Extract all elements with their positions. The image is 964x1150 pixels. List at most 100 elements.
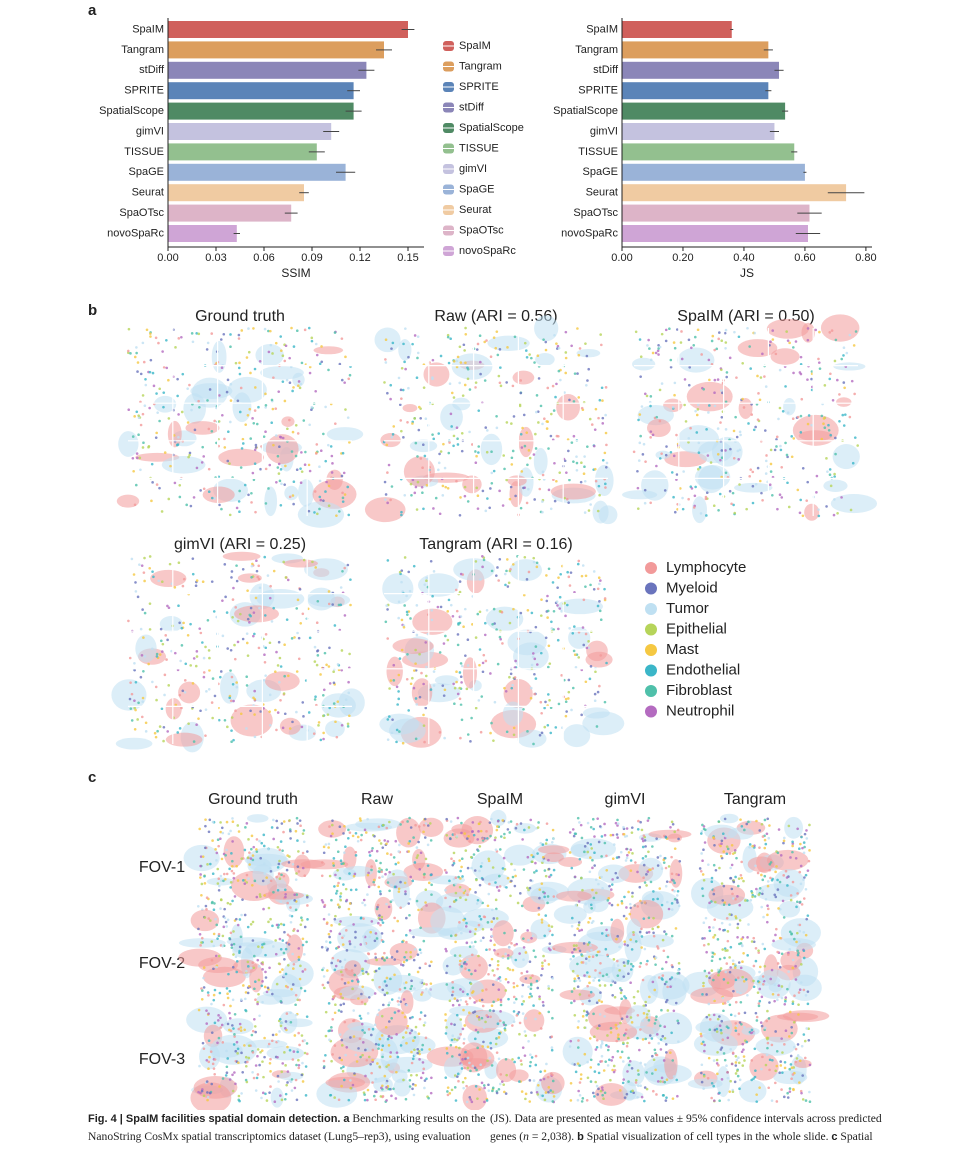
cell-dot xyxy=(219,338,223,341)
cell-dot xyxy=(728,489,732,493)
cell-dot xyxy=(586,821,590,825)
cell-dot xyxy=(332,681,336,685)
cell-dot xyxy=(412,1039,415,1043)
cell-dot xyxy=(457,622,460,625)
cell-dot xyxy=(597,999,601,1002)
cell-dot xyxy=(444,896,447,900)
x-tick-label: 0.06 xyxy=(253,252,274,264)
tissue-blob xyxy=(563,724,591,748)
cell-dot xyxy=(522,958,525,961)
cell-dot xyxy=(390,435,394,439)
cell-dot xyxy=(547,1090,550,1094)
cell-dot xyxy=(541,855,545,859)
cell-dot xyxy=(305,1015,309,1018)
cell-dot xyxy=(406,613,409,616)
cell-dot xyxy=(195,723,198,727)
cell-dot xyxy=(133,668,136,672)
cell-dot xyxy=(413,987,416,990)
cell-dot xyxy=(492,1000,495,1004)
cell-dot xyxy=(723,1001,727,1005)
cell-dot xyxy=(298,588,302,591)
cell-dot xyxy=(223,916,227,920)
cell-dot xyxy=(425,983,428,986)
cell-dot xyxy=(744,978,748,981)
cell-dot xyxy=(577,923,581,927)
cell-dot xyxy=(267,350,271,354)
cell-dot xyxy=(656,947,660,950)
cell-dot xyxy=(521,426,524,430)
cell-dot xyxy=(415,899,419,903)
cell-dot xyxy=(478,648,482,651)
cell-dot xyxy=(395,740,398,744)
cell-dot xyxy=(583,465,586,469)
cell-dot xyxy=(719,854,723,858)
cell-dot xyxy=(607,975,610,979)
cell-dot xyxy=(269,724,272,727)
cell-dot xyxy=(384,361,388,364)
cell-dot xyxy=(279,922,283,926)
cell-dot xyxy=(616,964,620,967)
bar xyxy=(622,82,769,100)
cell-dot xyxy=(236,1047,240,1051)
cell-dot xyxy=(549,731,553,735)
cell-dot xyxy=(761,352,764,356)
cell-dot xyxy=(796,827,799,831)
cell-dot xyxy=(126,349,130,353)
cell-dot xyxy=(154,436,158,439)
cell-dot xyxy=(555,434,559,438)
cell-dot xyxy=(374,1098,377,1102)
cell-dot xyxy=(268,641,272,645)
cell-dot xyxy=(252,1076,256,1080)
cell-dot xyxy=(529,686,533,690)
cell-dot xyxy=(625,827,629,830)
cell-dot xyxy=(170,649,173,653)
cell-dot xyxy=(383,959,386,962)
cell-dot xyxy=(583,974,586,977)
cell-dot xyxy=(279,349,283,352)
cell-dot xyxy=(409,955,413,959)
cell-dot xyxy=(260,1096,263,1100)
cell-dot xyxy=(402,436,405,439)
cell-dot xyxy=(658,887,662,890)
cell-dot xyxy=(712,889,716,892)
cell-dot xyxy=(510,862,513,866)
cell-dot xyxy=(316,654,320,657)
cell-dot xyxy=(243,913,247,917)
cell-dot xyxy=(276,926,280,929)
cell-dot xyxy=(437,432,441,435)
cell-dot xyxy=(499,637,502,641)
cell-dot xyxy=(751,844,754,848)
cell-dot xyxy=(250,834,254,838)
cell-dot xyxy=(592,979,595,982)
cell-dot xyxy=(337,881,340,885)
cell-dot xyxy=(522,486,525,490)
cell-dot xyxy=(700,852,703,855)
cell-dot xyxy=(597,576,601,580)
cell-dot xyxy=(251,939,255,942)
cell-dot xyxy=(178,693,182,697)
bar xyxy=(622,102,786,120)
cell-dot xyxy=(363,903,367,907)
tissue-blob xyxy=(412,608,453,635)
cell-dot xyxy=(401,963,405,967)
cell-dot xyxy=(646,870,650,873)
cell-dot xyxy=(623,895,626,899)
cell-dot xyxy=(831,398,835,402)
cell-dot xyxy=(478,869,481,873)
tissue-blob xyxy=(438,927,476,941)
cell-dot xyxy=(752,940,756,944)
tissue-blob xyxy=(576,348,601,358)
cell-dot xyxy=(250,491,253,495)
cell-dot xyxy=(525,355,529,359)
cell-dot xyxy=(464,361,467,365)
cell-dot xyxy=(294,1003,297,1007)
cell-dot xyxy=(584,957,588,961)
cell-dot xyxy=(340,1010,343,1013)
cell-dot xyxy=(696,403,700,407)
tissue-blob xyxy=(440,403,463,431)
cell-dot xyxy=(479,730,483,734)
cell-dot xyxy=(748,845,751,849)
cell-dot xyxy=(631,891,634,895)
cell-dot xyxy=(476,494,480,498)
cell-dot xyxy=(645,873,648,876)
